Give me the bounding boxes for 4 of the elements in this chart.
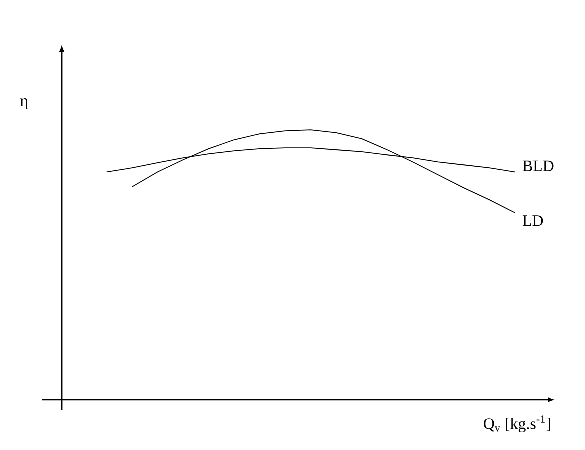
x-axis-title: Q$_{v}$ [kg.s$^{-1}$] [484, 416, 550, 433]
series-label: LD [522, 216, 544, 226]
series-label: BLD [522, 160, 554, 172]
y-axis-title: η [20, 98, 28, 110]
